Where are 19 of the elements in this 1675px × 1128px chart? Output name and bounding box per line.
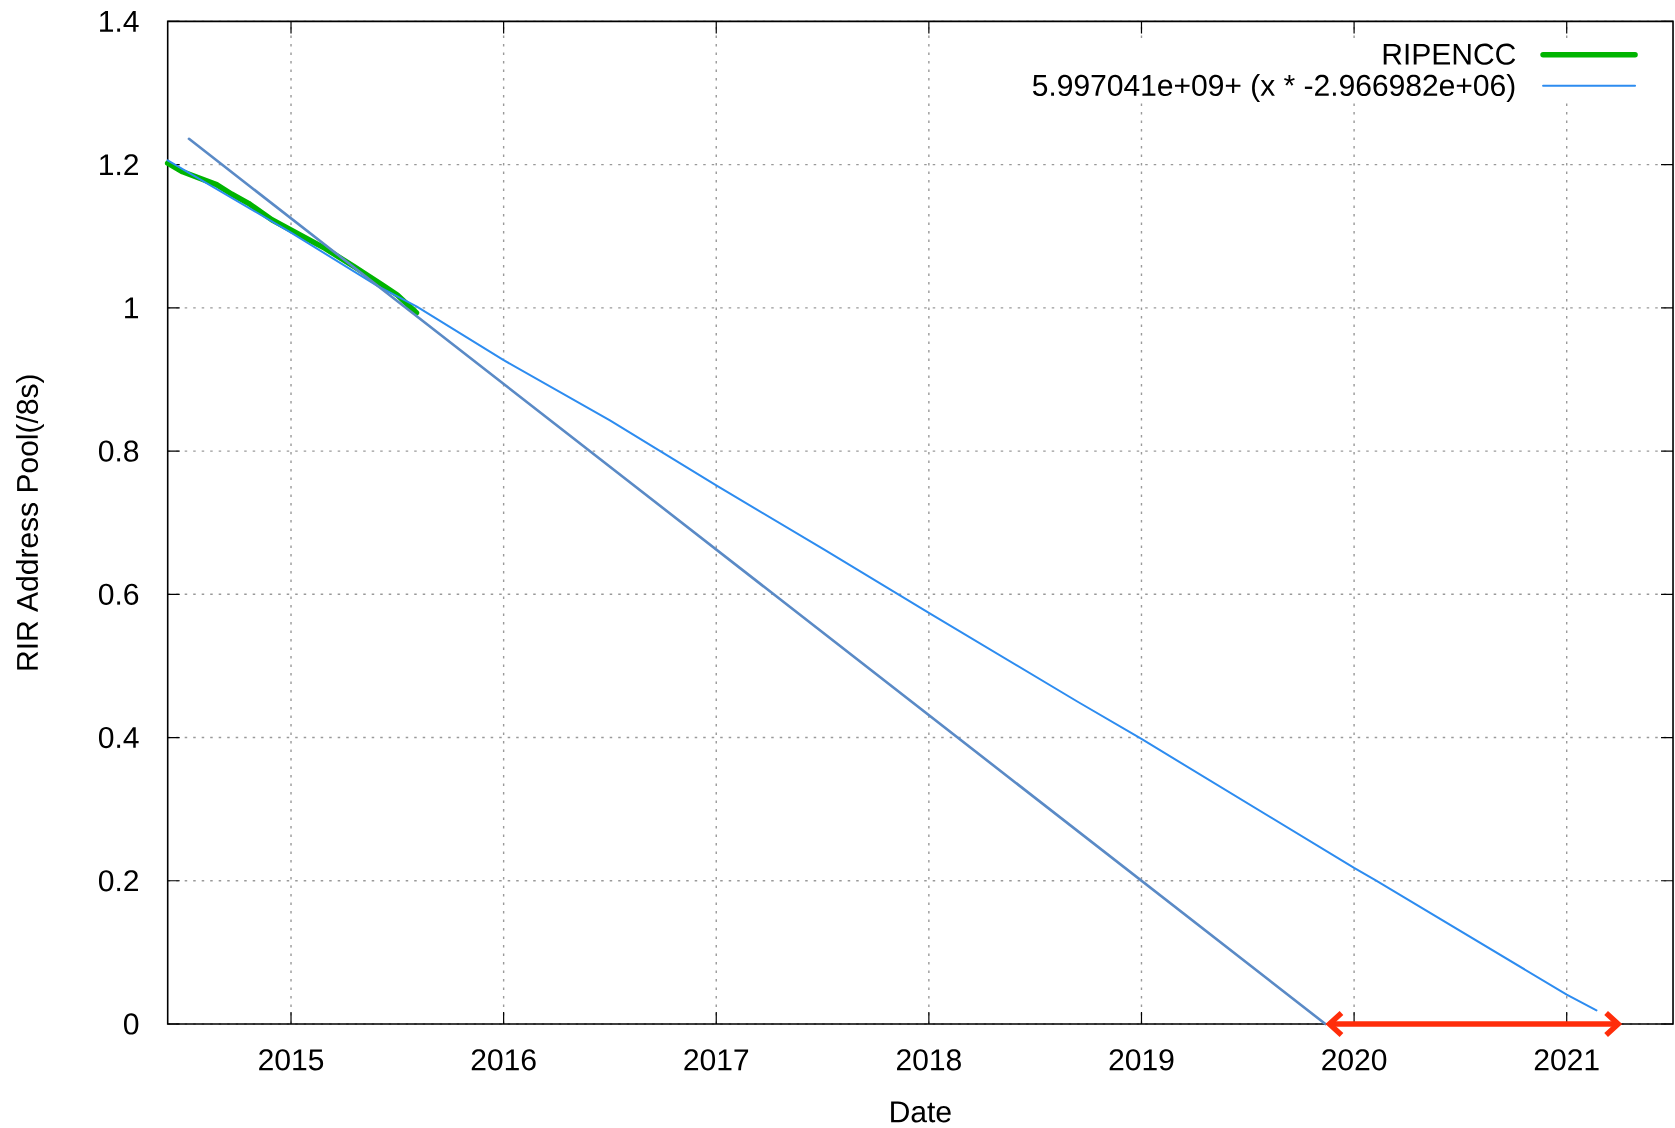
y-tick-label: 1.2 — [100, 154, 138, 176]
legend-label: RIPENCC — [1383, 43, 1516, 65]
x-tick-label: 2018 — [897, 1049, 961, 1071]
y-tick-label: 0.4 — [98, 726, 139, 749]
x-tick-label: 2017 — [684, 1049, 749, 1071]
y-tick-label: 1.4 — [100, 11, 139, 32]
y-tick-label: 1 — [125, 297, 139, 319]
y-tick-label: 0.8 — [98, 440, 139, 462]
x-tick-label: 2019 — [1109, 1049, 1174, 1071]
x-tick-label: 2015 — [259, 1049, 324, 1071]
y-tick-label: 0.2 — [98, 870, 138, 892]
y-tick-label: 0.6 — [98, 583, 139, 605]
x-tick-label: 2016 — [471, 1049, 536, 1071]
y-tick-label: 0 — [123, 1013, 139, 1035]
legend-label: 5.997041e+09+ (x * -2.966982e+06) — [1032, 74, 1515, 102]
y-axis-title: RIR Address Pool(/8s) — [16, 375, 44, 670]
x-axis-title: Date — [891, 1101, 951, 1123]
x-tick-label: 2020 — [1322, 1049, 1387, 1071]
x-tick-label: 2021 — [1534, 1049, 1599, 1071]
